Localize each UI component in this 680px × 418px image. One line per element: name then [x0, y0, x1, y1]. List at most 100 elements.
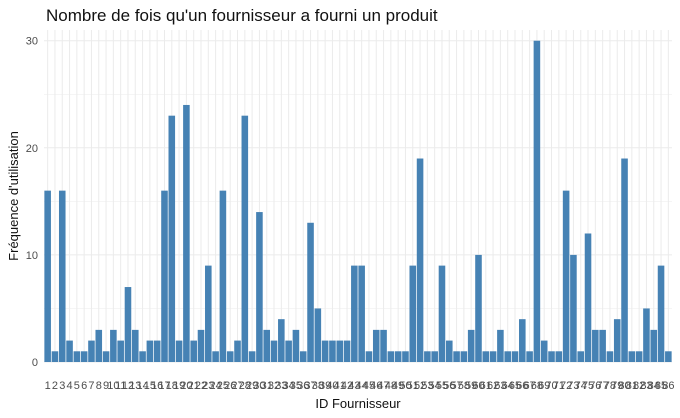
bar	[285, 340, 292, 362]
bar	[577, 351, 585, 362]
x-tick-label: 65	[509, 380, 521, 392]
bar	[248, 351, 256, 362]
bar	[431, 351, 438, 362]
bar	[526, 351, 533, 362]
x-tick-label: 31	[261, 380, 273, 392]
bar	[380, 329, 387, 362]
x-tick-label: 52	[414, 380, 426, 392]
bar	[95, 329, 103, 362]
bar	[234, 340, 241, 362]
y-tick-label: 10	[26, 250, 38, 262]
x-tick-label: 12	[122, 380, 134, 392]
bar	[73, 351, 81, 362]
bar	[460, 351, 468, 362]
bar	[146, 340, 154, 362]
bar	[292, 329, 300, 362]
bar	[497, 329, 504, 362]
bar	[650, 329, 658, 362]
x-tick-label: 61	[480, 380, 492, 392]
x-tick-label: 78	[604, 380, 616, 392]
bar	[467, 329, 475, 362]
x-tick-label: 19	[173, 380, 185, 392]
bar	[270, 340, 278, 362]
x-tick-label: 15	[144, 380, 156, 392]
chart-title: Nombre de fois qu'un fournisseur a fourn…	[46, 6, 438, 25]
x-tick-label: 4	[66, 380, 72, 392]
bar	[161, 190, 168, 362]
x-tick-label: 30	[253, 380, 265, 392]
bar	[402, 351, 409, 362]
bar	[665, 351, 672, 362]
x-tick-label: 38	[312, 380, 324, 392]
x-tick-label: 53	[421, 380, 433, 392]
bar	[482, 351, 490, 362]
bar	[190, 340, 197, 362]
bar-layer	[44, 40, 672, 362]
bar	[241, 115, 249, 362]
bar	[533, 40, 541, 362]
x-tick-label: 32	[268, 380, 280, 392]
x-tick-label: 59	[465, 380, 477, 392]
bar	[438, 265, 446, 362]
x-tick-label: 77	[597, 380, 609, 392]
x-tick-label: 72	[560, 380, 572, 392]
bar	[307, 222, 314, 362]
x-tick-label: 6	[81, 380, 87, 392]
bar	[44, 190, 51, 362]
x-tick-label: 69	[538, 380, 550, 392]
x-tick-label: 34	[283, 380, 295, 392]
x-tick-label: 5	[74, 380, 80, 392]
bar	[153, 340, 161, 362]
bar	[139, 351, 146, 362]
x-tick-label: 23	[202, 380, 214, 392]
bar	[343, 340, 351, 362]
x-tick-label: 74	[575, 380, 587, 392]
x-tick-label: 85	[655, 380, 667, 392]
bar	[168, 115, 176, 362]
x-tick-label: 50	[399, 380, 411, 392]
x-tick-label: 60	[472, 380, 484, 392]
bar	[606, 351, 614, 362]
x-tick-label: 8	[96, 380, 102, 392]
bar	[613, 319, 621, 362]
x-tick-label: 56	[443, 380, 455, 392]
x-tick-label: 71	[553, 380, 565, 392]
bar	[358, 265, 365, 362]
x-tick-label: 63	[494, 380, 506, 392]
bar	[540, 340, 548, 362]
bar	[256, 212, 263, 362]
x-tick-label: 49	[392, 380, 404, 392]
bar	[387, 351, 395, 362]
bar	[628, 351, 636, 362]
bar	[66, 340, 73, 362]
bar	[88, 340, 95, 362]
bar	[80, 351, 88, 362]
bar	[197, 329, 205, 362]
x-tick-label: 29	[246, 380, 258, 392]
bar	[584, 233, 592, 362]
bar	[621, 158, 628, 362]
bar	[372, 329, 380, 362]
x-tick-label: 76	[589, 380, 601, 392]
x-tick-label: 21	[188, 380, 200, 392]
bar	[329, 340, 336, 362]
bar	[336, 340, 344, 362]
bar	[58, 190, 66, 362]
bar	[110, 329, 117, 362]
bar	[263, 329, 271, 362]
x-tick-label: 68	[531, 380, 543, 392]
x-tick-label: 7	[88, 380, 94, 392]
bar	[394, 351, 402, 362]
x-tick-label: 62	[487, 380, 499, 392]
x-tick-label: 67	[523, 380, 535, 392]
x-tick-label: 84	[648, 380, 660, 392]
x-tick-label: 54	[429, 380, 441, 392]
x-tick-label: 79	[611, 380, 623, 392]
x-tick-label: 64	[502, 380, 514, 392]
bar	[643, 308, 650, 362]
x-tick-label: 25	[217, 380, 229, 392]
bar	[592, 329, 599, 362]
x-tick-label: 27	[231, 380, 243, 392]
bar	[365, 351, 373, 362]
